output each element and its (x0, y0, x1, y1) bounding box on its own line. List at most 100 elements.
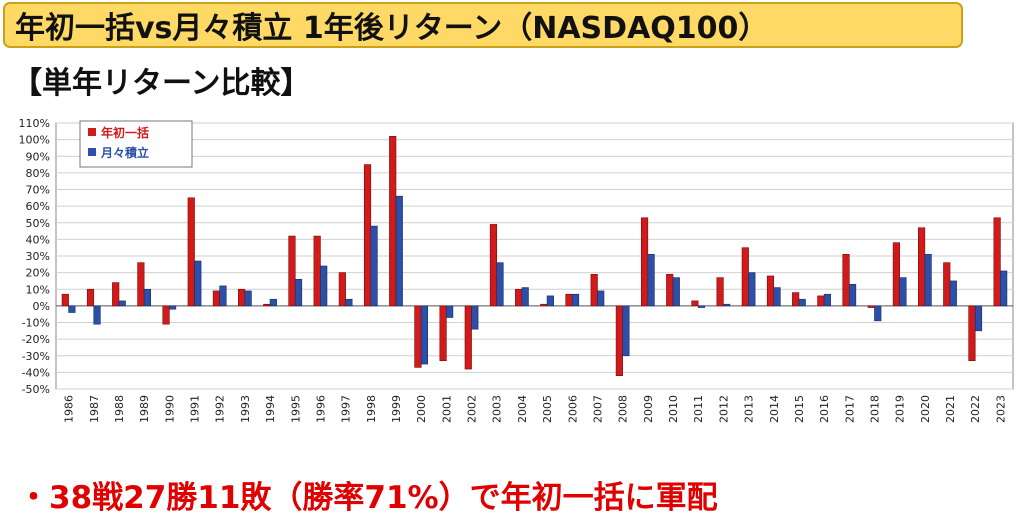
x-tick-label: 1991 (189, 395, 202, 423)
x-tick-label: 2013 (743, 395, 756, 423)
bar-lump-2009 (640, 217, 649, 307)
y-tick-label: -40% (22, 366, 50, 379)
bar-lump-1992 (212, 290, 220, 307)
x-tick-label: 2019 (894, 395, 907, 423)
x-tick-label: 1986 (63, 395, 76, 423)
bar-monthly-2009 (647, 254, 655, 307)
x-tick-label: 1997 (340, 395, 353, 423)
x-tick-label: 2001 (440, 395, 453, 423)
x-tick-label: 2005 (541, 395, 554, 423)
y-tick-label: 90% (26, 150, 50, 163)
x-tick-label: 1999 (390, 395, 403, 423)
bar-monthly-1994 (269, 298, 277, 307)
x-tick-label: 2004 (516, 395, 529, 423)
x-tick-label: 2017 (843, 395, 856, 423)
bar-lump-1990 (162, 305, 170, 325)
bar-monthly-1995 (294, 278, 303, 307)
bar-lump-1998 (363, 164, 372, 307)
y-tick-label: 110% (19, 117, 50, 130)
bar-lump-2015 (792, 292, 800, 307)
y-tick-label: 70% (26, 184, 50, 197)
x-tick-label: 2012 (717, 395, 730, 423)
bar-monthly-2015 (798, 298, 806, 307)
bar-lump-1996 (313, 235, 321, 307)
x-tick-label: 2002 (466, 395, 479, 423)
bar-lump-2013 (741, 247, 749, 307)
bar-monthly-2022 (974, 305, 983, 332)
bar-lump-2008 (615, 305, 623, 376)
x-tick-label: 2020 (919, 395, 932, 423)
bar-monthly-1989 (143, 288, 151, 307)
bar-monthly-2002 (471, 305, 479, 330)
bar-lump-1993 (238, 288, 246, 307)
bar-monthly-1999 (395, 195, 403, 307)
x-tick-label: 2009 (642, 395, 655, 423)
legend-box (79, 120, 193, 168)
title-banner: 年初一括vs月々積立 1年後リターン（NASDAQ100） (3, 2, 963, 48)
conclusion-text: ・38戦27勝11敗（勝率71%）で年初一括に軍配 (18, 480, 718, 516)
bar-monthly-1998 (370, 225, 378, 307)
bar-lump-2022 (968, 305, 976, 362)
bar-monthly-2021 (949, 280, 957, 307)
y-tick-label: 0% (33, 300, 50, 313)
bar-lump-2000 (414, 305, 422, 368)
bar-monthly-1997 (345, 298, 353, 307)
y-tick-label: 80% (26, 167, 50, 180)
x-tick-label: 2022 (969, 395, 982, 423)
bar-monthly-1996 (320, 265, 328, 307)
bar-lump-2021 (943, 262, 951, 307)
legend-swatch-lump (88, 128, 96, 136)
bar-monthly-2004 (521, 287, 529, 307)
y-tick-label: 10% (26, 283, 50, 296)
y-tick-label: 60% (26, 200, 50, 213)
x-tick-label: 2016 (818, 395, 831, 423)
bar-monthly-2018 (874, 305, 882, 322)
bar-lump-1997 (338, 272, 346, 307)
bar-lump-2023 (993, 217, 1001, 307)
x-tick-label: 2023 (994, 395, 1007, 423)
y-tick-label: 30% (26, 250, 50, 263)
bar-lump-2005 (540, 303, 548, 307)
x-tick-label: 1996 (314, 395, 327, 423)
bar-lump-1991 (187, 197, 195, 307)
bar-monthly-2013 (748, 272, 756, 307)
bar-lump-2018 (867, 305, 875, 308)
bar-monthly-2007 (597, 290, 605, 307)
y-tick-label: -50% (22, 383, 50, 396)
x-tick-label: 1998 (365, 395, 378, 423)
x-tick-label: 2015 (793, 395, 806, 423)
x-tick-label: 2000 (415, 395, 428, 423)
x-tick-label: 2011 (692, 395, 705, 423)
bar-lump-2006 (565, 293, 573, 307)
bar-monthly-2005 (546, 295, 554, 307)
bar-lump-2004 (515, 288, 523, 307)
chart-subtitle: 【単年リターン比較】 (12, 66, 311, 101)
bar-lump-1987 (86, 288, 95, 307)
x-tick-label: 1989 (138, 395, 151, 423)
legend-swatch-monthly (88, 148, 96, 156)
y-tick-label: 100% (19, 134, 50, 147)
x-tick-label: 2021 (944, 395, 957, 423)
bar-monthly-2019 (899, 277, 907, 307)
bar-monthly-2001 (446, 305, 454, 318)
bar-monthly-2014 (773, 287, 781, 307)
bar-monthly-2008 (622, 305, 630, 357)
bar-monthly-2017 (849, 283, 857, 307)
x-tick-label: 1995 (289, 395, 302, 423)
x-tick-label: 1987 (88, 395, 101, 423)
bar-monthly-2012 (723, 303, 731, 307)
x-tick-label: 1993 (239, 395, 252, 423)
x-tick-label: 2007 (591, 395, 604, 423)
x-tick-label: 2006 (566, 395, 579, 423)
bar-monthly-2010 (672, 277, 680, 307)
bar-lump-2002 (464, 305, 472, 370)
bar-monthly-1987 (93, 305, 101, 325)
bar-lump-2019 (892, 242, 900, 307)
x-tick-label: 1988 (113, 395, 126, 423)
bar-monthly-1992 (219, 285, 227, 307)
bar-monthly-1986 (68, 305, 76, 313)
x-tick-label: 2008 (617, 395, 630, 423)
bar-lump-2017 (842, 254, 850, 307)
y-tick-label: -20% (22, 333, 50, 346)
bar-monthly-1988 (118, 300, 126, 307)
